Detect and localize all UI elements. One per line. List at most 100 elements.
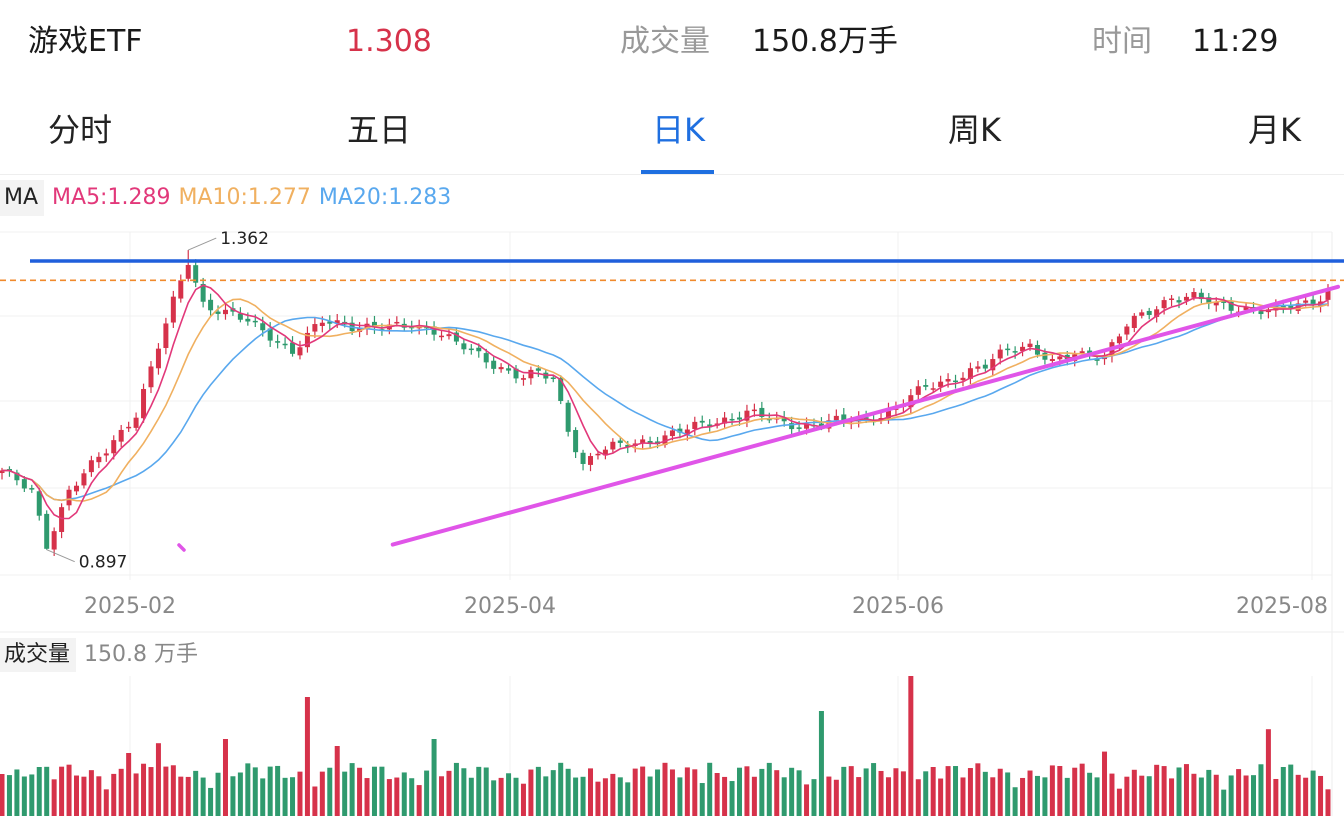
volume-bar: [1146, 776, 1152, 816]
volume-bar: [707, 762, 713, 816]
volume-bar: [1265, 729, 1271, 816]
volume-bar: [1079, 763, 1085, 816]
candle-body: [0, 470, 5, 474]
candle-body: [73, 485, 79, 492]
volume-bar: [841, 766, 847, 816]
trendline-stub: [177, 543, 186, 552]
volume-bar: [804, 784, 810, 816]
candle-body: [595, 453, 601, 456]
ma10-line: [1, 298, 1329, 502]
candle-body: [111, 440, 117, 454]
volume-bar: [1094, 777, 1100, 816]
volume-bar: [327, 767, 333, 816]
ma-legend: MA MA5:1.289 MA10:1.277 MA20:1.283: [0, 180, 451, 216]
candle-body: [722, 417, 728, 424]
volume-bar: [692, 769, 698, 816]
candle-body: [29, 488, 35, 490]
volume-bar: [0, 774, 5, 816]
volume-bar: [416, 785, 422, 816]
tab-daily-k[interactable]: 日K: [652, 111, 705, 149]
volume-bar: [431, 739, 437, 816]
volume-bar: [208, 787, 214, 816]
tab-intraday[interactable]: 分时: [48, 111, 113, 149]
candle-body: [535, 368, 541, 371]
candle-body: [520, 378, 526, 380]
candle-body: [923, 385, 929, 387]
volume-bar: [275, 765, 281, 816]
volume-bar: [141, 763, 147, 816]
volume-bar: [6, 775, 12, 816]
candle-body: [818, 423, 824, 428]
candle-body: [290, 342, 296, 354]
volume-bar: [193, 770, 199, 816]
volume-bar: [513, 777, 519, 816]
time-label: 时间: [1092, 24, 1152, 59]
volume-bar: [379, 766, 385, 816]
volume-bar: [506, 773, 512, 816]
volume-bar: [401, 772, 407, 816]
quote-header: 游戏ETF 1.308 成交量 150.8万手 时间 11:29: [0, 0, 1344, 82]
candle-body: [163, 323, 169, 349]
volume-bar: [1228, 775, 1234, 816]
volume-bar: [1102, 751, 1108, 816]
volume-bar: [342, 771, 348, 816]
candle-body: [51, 531, 57, 550]
volume-bar: [1288, 764, 1294, 816]
candle-body: [677, 428, 683, 433]
volume-bar: [334, 746, 340, 816]
candle-body: [334, 320, 340, 324]
candle-body: [588, 456, 594, 465]
candle-body: [103, 453, 109, 456]
candle-body: [424, 326, 430, 329]
volume-bar: [252, 767, 258, 816]
volume-bar: [684, 767, 690, 816]
candle-body: [21, 479, 27, 489]
fund-name: 游戏ETF: [28, 24, 143, 59]
candle-body: [953, 380, 959, 383]
volume-bar: [282, 777, 288, 816]
volume-bar: [424, 770, 430, 816]
volume-bar: [103, 789, 109, 816]
volume-bar: [945, 766, 951, 816]
candle-body: [1243, 307, 1249, 311]
tab-five-day[interactable]: 五日: [347, 111, 412, 149]
volume-bar: [51, 779, 57, 816]
volume-bar: [66, 764, 72, 816]
volume-bar: [178, 776, 184, 816]
tab-weekly-k[interactable]: 周K: [948, 111, 1001, 149]
candle-body: [222, 309, 228, 315]
candle-body: [81, 473, 87, 486]
volume-bar: [111, 773, 117, 816]
volume-bar: [1005, 772, 1011, 816]
candle-body: [1042, 352, 1048, 360]
candle-body: [59, 507, 65, 532]
volume-bar: [1109, 773, 1115, 816]
volume-bar: [863, 768, 869, 816]
candle-body: [1176, 300, 1182, 303]
volume-bar: [88, 770, 94, 816]
volume-bar: [1020, 777, 1026, 816]
volume-bar: [573, 777, 579, 816]
volume-bar: [744, 766, 750, 816]
candle-body: [647, 440, 653, 444]
volume-bar: [312, 786, 318, 816]
ma-tag[interactable]: MA: [0, 180, 45, 216]
ma20-value: MA20:1.283: [318, 185, 452, 210]
candle-body: [528, 369, 534, 379]
candle-body: [282, 343, 288, 346]
volume-tag[interactable]: 成交量: [0, 638, 77, 672]
volume-bar: [736, 767, 742, 816]
volume-bar: [878, 770, 884, 816]
candle-body: [312, 324, 318, 332]
volume-bar: [73, 775, 79, 816]
candle-body: [468, 348, 474, 351]
candle-body: [960, 377, 966, 381]
candle-body: [498, 367, 504, 370]
tab-monthly-k[interactable]: 月K: [1248, 111, 1301, 149]
volume-bar: [290, 777, 296, 816]
volume-bar: [871, 763, 877, 816]
volume-bar: [565, 768, 571, 816]
candle-body: [602, 449, 608, 456]
candle-body: [357, 328, 363, 332]
